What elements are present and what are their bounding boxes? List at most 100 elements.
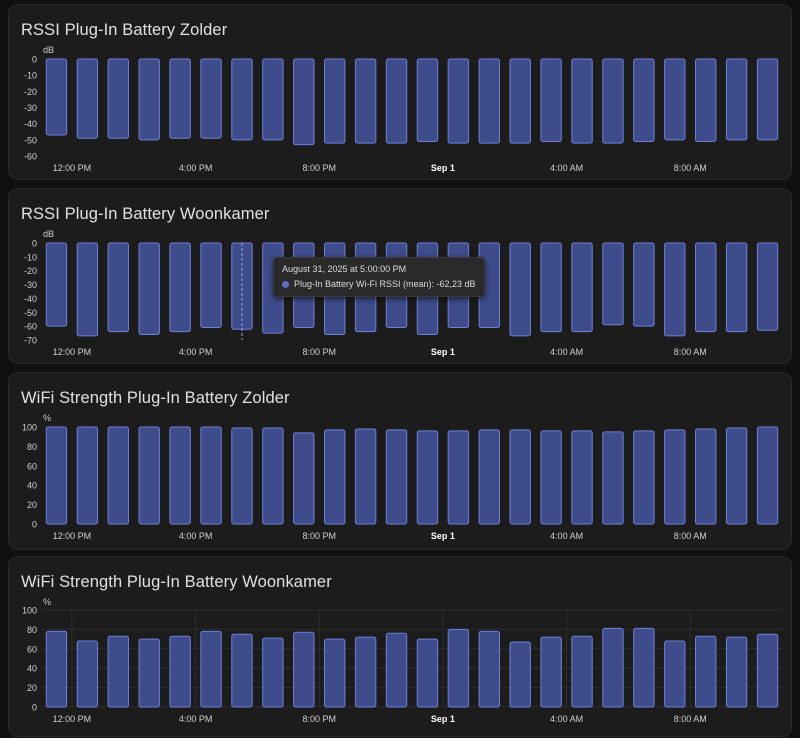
bar[interactable] [45, 58, 68, 136]
bar[interactable] [571, 430, 593, 525]
bar[interactable] [138, 58, 160, 141]
bar[interactable] [725, 636, 748, 708]
bar[interactable] [231, 633, 253, 708]
bar[interactable] [540, 242, 562, 333]
bar[interactable] [262, 427, 284, 525]
card-title: WiFi Strength Plug-In Battery Zolder [21, 389, 290, 407]
bar[interactable] [756, 633, 779, 708]
x-tick-label: Sep 1 [431, 347, 455, 357]
bar[interactable] [200, 630, 222, 708]
bar[interactable] [138, 242, 160, 335]
bar[interactable] [602, 627, 624, 708]
bar[interactable] [354, 428, 377, 525]
bar[interactable] [385, 632, 408, 708]
bar[interactable] [416, 58, 439, 142]
bar[interactable] [571, 242, 593, 333]
bar[interactable] [262, 637, 284, 708]
bar[interactable] [293, 58, 315, 146]
bar[interactable] [695, 242, 717, 333]
y-tick-label: -60 [24, 322, 37, 332]
bar[interactable] [169, 58, 191, 139]
bar[interactable] [200, 58, 222, 139]
bar[interactable] [76, 640, 99, 708]
bar[interactable] [231, 427, 253, 525]
chart-tooltip: August 31, 2025 at 5:00:00 PM Plug-In Ba… [273, 257, 485, 297]
bar[interactable] [695, 635, 717, 708]
bar[interactable] [45, 426, 68, 525]
bar[interactable] [45, 242, 68, 327]
bar[interactable] [76, 426, 99, 525]
bar[interactable] [756, 426, 779, 525]
bar[interactable] [293, 631, 315, 708]
bar[interactable] [293, 432, 315, 525]
bar[interactable] [633, 242, 655, 327]
bar[interactable] [756, 242, 779, 331]
bar[interactable] [107, 242, 129, 333]
bar[interactable] [695, 58, 717, 142]
bar[interactable] [416, 430, 439, 525]
bar[interactable] [725, 242, 748, 333]
bar[interactable] [385, 58, 408, 144]
chart-rssi-zolder[interactable]: dB 0 -10 -20 -30 -40 -50 -60 12:00 PM 4:00 PM 8:00… [9, 5, 793, 181]
chart-rssi-woonkamer[interactable]: dB 0 -10 -20 -30 -40 -50 -60 -70 12:00 PM 4:00 PM 8… [9, 189, 793, 365]
bar[interactable] [76, 58, 99, 139]
chart-wifi-zolder[interactable]: % 100 80 60 40 20 0 12:00 PM 4:00 PM 8:00 PM Sep 1… [9, 373, 793, 551]
chart-wifi-woonkamer[interactable]: % 100 80 60 40 20 0 12:00 PM 4:00 PM 8:00 PM Sep 1… [9, 557, 793, 738]
bar[interactable] [602, 242, 624, 326]
bar[interactable] [540, 430, 562, 525]
bar[interactable] [664, 58, 686, 141]
bar[interactable] [354, 636, 377, 708]
bar[interactable] [45, 630, 68, 708]
bar[interactable] [478, 630, 500, 708]
bar[interactable] [664, 429, 686, 525]
bar[interactable] [509, 429, 531, 525]
bar[interactable] [633, 430, 655, 525]
bar[interactable] [602, 58, 624, 144]
bar[interactable] [509, 242, 531, 337]
bar[interactable] [447, 58, 470, 144]
bar[interactable] [169, 242, 191, 333]
bar[interactable] [416, 638, 439, 708]
bar[interactable] [324, 638, 346, 708]
x-tick-label: 8:00 PM [302, 163, 336, 173]
bar[interactable] [107, 635, 129, 708]
bar[interactable] [107, 426, 129, 525]
bar[interactable] [107, 58, 129, 139]
bar[interactable] [633, 58, 655, 142]
y-tick-label: 100 [22, 423, 37, 433]
bar[interactable] [571, 635, 593, 708]
bar[interactable] [725, 58, 748, 141]
bar[interactable] [478, 429, 500, 525]
bar[interactable] [354, 58, 377, 144]
bar[interactable] [324, 429, 346, 525]
bar[interactable] [447, 628, 470, 708]
bar[interactable] [664, 640, 686, 708]
bar[interactable] [664, 242, 686, 337]
bar[interactable] [385, 429, 408, 525]
bar[interactable] [169, 426, 191, 525]
bar[interactable] [231, 58, 253, 141]
bar[interactable] [200, 426, 222, 525]
bar[interactable] [540, 58, 562, 142]
bar[interactable] [756, 58, 779, 141]
bar[interactable] [540, 636, 562, 708]
bar[interactable] [633, 627, 655, 708]
bar[interactable] [447, 430, 470, 525]
bar[interactable] [478, 58, 500, 144]
bar[interactable] [262, 58, 284, 141]
bar[interactable] [602, 431, 624, 525]
y-tick-label: -10 [24, 252, 37, 262]
bar[interactable] [509, 641, 531, 708]
bar[interactable] [571, 58, 593, 144]
bar[interactable] [138, 426, 160, 525]
bar[interactable] [200, 242, 222, 329]
bar[interactable] [169, 635, 191, 708]
bar[interactable] [324, 58, 346, 144]
bar[interactable] [695, 428, 717, 525]
bar[interactable] [76, 242, 99, 337]
y-tick-label: -50 [24, 308, 37, 318]
bar[interactable] [509, 58, 531, 144]
x-tick-label: 4:00 AM [550, 347, 583, 357]
bar[interactable] [725, 427, 748, 525]
bar[interactable] [138, 638, 160, 708]
